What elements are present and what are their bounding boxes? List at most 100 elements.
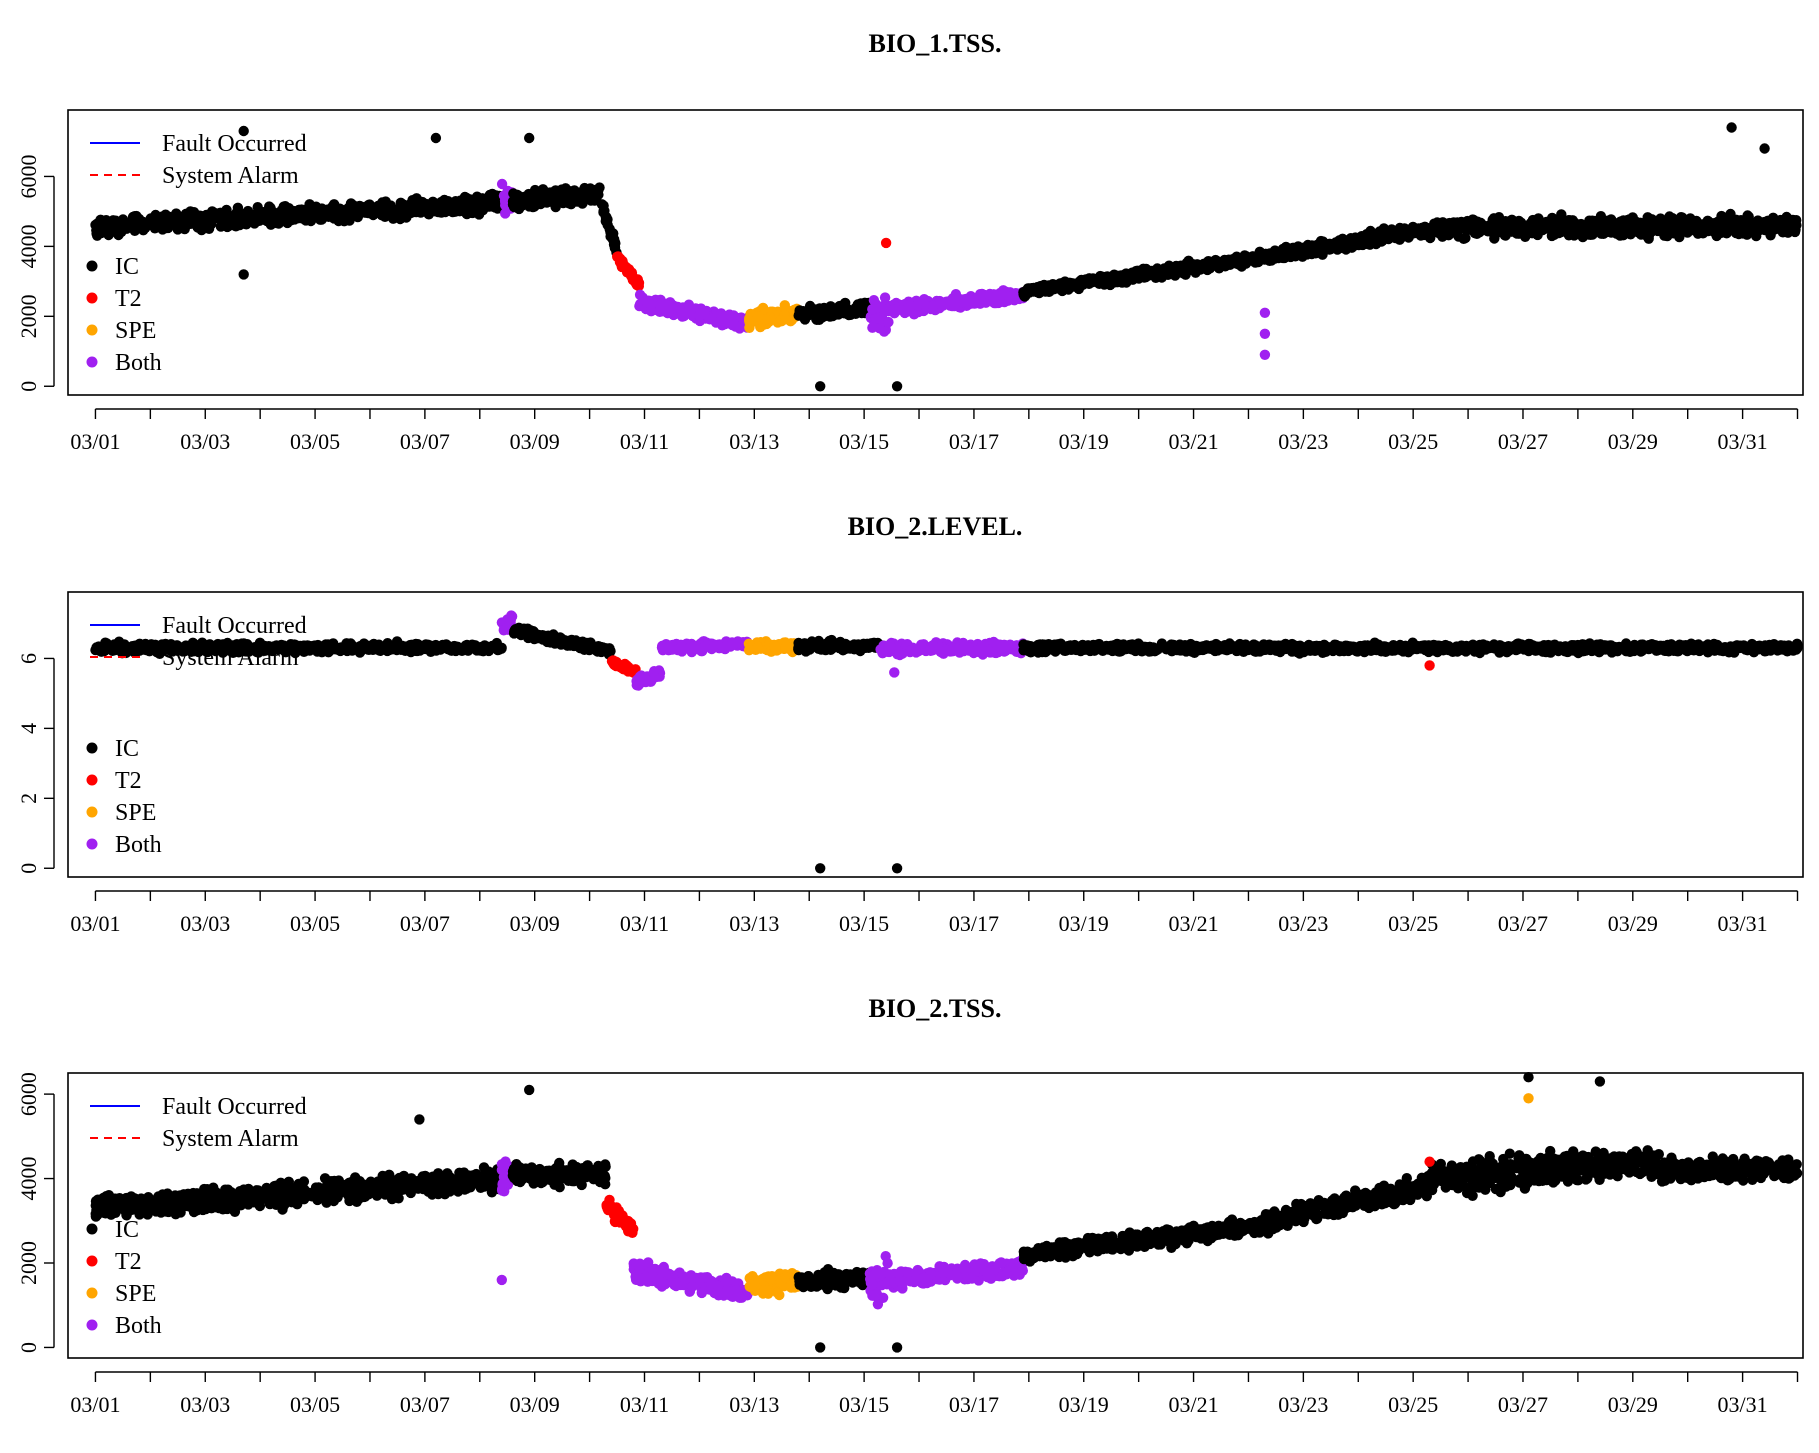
data-point	[880, 237, 892, 249]
x-tick-label: 03/21	[1168, 429, 1218, 454]
x-tick-label: 03/13	[729, 429, 779, 454]
panel-title: BIO_2.LEVEL.	[848, 512, 1023, 541]
data-point	[661, 642, 672, 653]
data-point	[441, 639, 452, 650]
data-point	[780, 314, 791, 325]
data-point	[240, 215, 251, 227]
data-point	[507, 196, 519, 207]
data-point	[117, 214, 129, 225]
data-point	[524, 132, 535, 144]
data-point	[1425, 232, 1436, 244]
data-point	[515, 629, 527, 641]
data-point	[505, 614, 516, 626]
data-point	[919, 294, 930, 305]
data-point	[238, 269, 249, 280]
data-point	[988, 636, 999, 648]
data-point	[1038, 279, 1050, 291]
data-point	[733, 637, 745, 648]
data-point	[531, 191, 542, 203]
data-point	[753, 311, 764, 322]
data-point	[314, 210, 325, 222]
data-point	[1311, 243, 1322, 255]
data-point	[1334, 242, 1345, 254]
data-point	[1634, 222, 1645, 233]
data-point	[490, 190, 502, 201]
data-point	[769, 640, 780, 651]
data-point	[1499, 230, 1511, 241]
data-point	[256, 207, 267, 218]
data-point	[1376, 232, 1387, 243]
data-point	[615, 253, 626, 264]
data-point	[1100, 272, 1112, 283]
data-point	[1681, 226, 1692, 237]
x-tick-label: 03/07	[400, 429, 450, 454]
data-point	[1259, 349, 1271, 360]
legend-label: T2	[115, 286, 142, 312]
data-point	[724, 309, 735, 320]
data-point	[523, 199, 534, 210]
data-point	[976, 290, 987, 301]
data-point	[601, 213, 613, 224]
data-point	[720, 641, 731, 652]
data-point	[928, 301, 939, 312]
data-point	[825, 636, 837, 648]
data-point	[876, 643, 887, 655]
data-point	[976, 641, 987, 653]
data-point	[859, 298, 870, 310]
data-point	[189, 208, 201, 220]
data-point	[335, 205, 346, 216]
data-point	[1259, 328, 1271, 339]
data-point	[1033, 286, 1044, 298]
data-point	[1285, 243, 1296, 254]
panel-bio2-level: BIO_2.LEVEL. 03/01 03/03 03/05 03/07 03/09 03…	[16, 512, 1804, 936]
data-point	[839, 308, 850, 319]
data-point	[1697, 228, 1709, 239]
legend-label: SPE	[115, 318, 156, 344]
data-point	[1261, 252, 1272, 264]
data-point	[794, 306, 805, 317]
data-point	[850, 640, 861, 652]
data-point	[465, 194, 476, 205]
data-point	[407, 644, 419, 655]
legend-label: Both	[115, 350, 162, 376]
data-point	[127, 641, 138, 652]
x-tick-label: 03/17	[949, 429, 999, 454]
data-point	[1546, 222, 1557, 234]
data-point	[385, 641, 396, 652]
data-point	[264, 201, 275, 212]
legend-label: System Alarm	[162, 163, 299, 189]
data-point	[302, 210, 313, 222]
data-points	[90, 610, 1803, 874]
data-point	[658, 300, 669, 312]
data-point	[557, 189, 568, 200]
data-point	[273, 218, 284, 229]
data-point	[133, 216, 144, 228]
data-point	[430, 132, 442, 144]
data-point	[815, 381, 826, 392]
data-point	[1344, 234, 1355, 245]
data-point	[608, 228, 619, 239]
data-point	[109, 639, 120, 650]
data-point	[466, 641, 477, 652]
y-tick-label: 2000	[16, 294, 41, 338]
data-point	[1279, 250, 1290, 261]
data-point	[405, 207, 416, 219]
data-point	[699, 307, 710, 318]
data-point	[153, 214, 165, 226]
data-point	[554, 636, 565, 647]
data-point	[1574, 223, 1585, 235]
data-point	[874, 323, 885, 334]
data-point	[779, 300, 790, 311]
data-point	[1325, 240, 1337, 252]
data-point	[1410, 226, 1421, 238]
data-point	[99, 641, 110, 652]
legend-marker	[86, 292, 98, 304]
data-point	[634, 671, 646, 682]
data-point	[1063, 284, 1074, 295]
data-point	[953, 295, 965, 307]
data-point	[939, 298, 951, 310]
legend-marker	[86, 324, 98, 336]
data-point	[1527, 222, 1538, 233]
data-point	[431, 203, 442, 215]
